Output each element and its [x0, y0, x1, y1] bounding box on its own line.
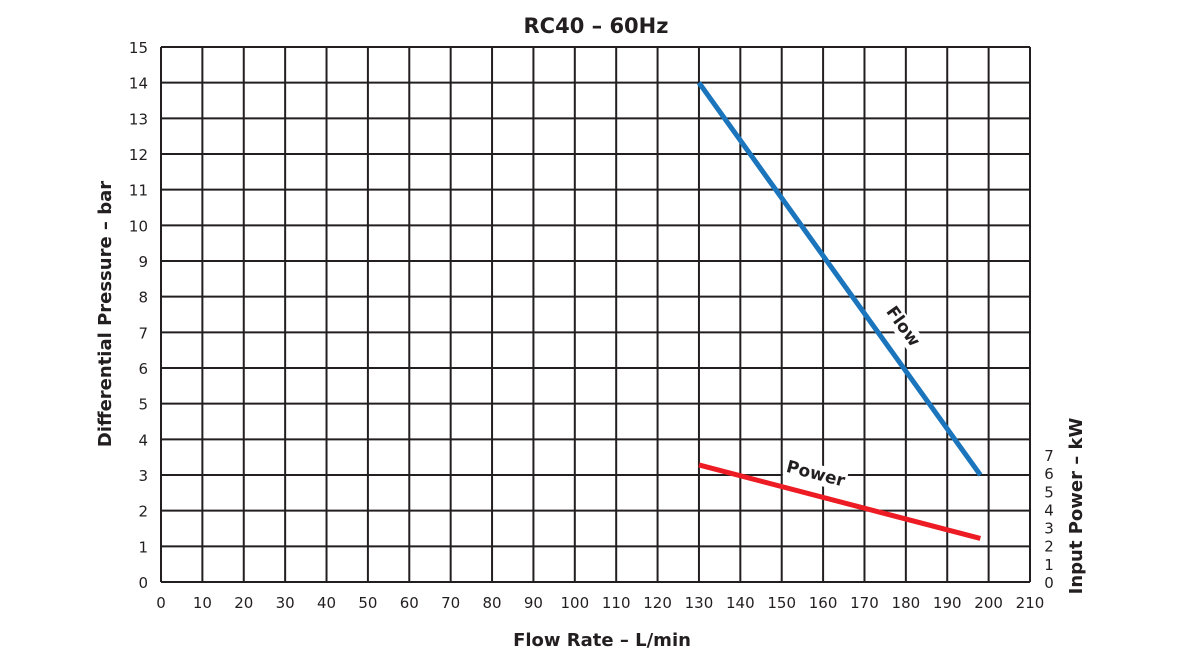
y-axis-label: Differential Pressure – bar: [95, 181, 116, 447]
y2-tick-label: 7: [1044, 447, 1054, 465]
x-tick-label: 110: [602, 594, 631, 612]
x-tick-label: 10: [193, 594, 212, 612]
x-axis-label: Flow Rate – L/min: [513, 630, 691, 651]
x-tick-label: 90: [524, 594, 543, 612]
y-tick-label: 5: [138, 396, 148, 414]
x-tick-label: 100: [560, 594, 589, 612]
y2-tick-label: 0: [1044, 574, 1054, 592]
chart-title: RC40 – 60Hz: [524, 14, 669, 38]
y2-axis-label: Input Power – kW: [1066, 418, 1087, 595]
x-tick-label: 60: [400, 594, 419, 612]
y2-tick-label: 3: [1044, 520, 1054, 538]
y-tick-label: 0: [138, 574, 148, 592]
x-tick-label: 130: [685, 594, 714, 612]
series-line-flow: [696, 81, 983, 477]
series-label-background: [782, 456, 849, 492]
y-tick-label: 14: [129, 75, 148, 93]
tick-labels: 0 10 20 30 40 50 60 70 80 90 100 110 120 130 140 150 160…: [129, 39, 1054, 612]
x-tick-label: 40: [317, 594, 336, 612]
y2-tick-label: 4: [1044, 501, 1054, 519]
y-tick-label: 10: [129, 217, 148, 235]
x-tick-label: 170: [850, 594, 879, 612]
x-tick-label: 200: [974, 594, 1003, 612]
y-tick-label: 4: [138, 431, 148, 449]
y2-tick-label: 6: [1044, 465, 1054, 483]
x-tick-label: 0: [156, 594, 166, 612]
x-tick-label: 180: [892, 594, 921, 612]
x-tick-label: 50: [358, 594, 377, 612]
x-tick-label: 30: [276, 594, 295, 612]
y-tick-label: 3: [138, 467, 148, 485]
y-tick-label: 11: [129, 182, 148, 200]
x-tick-label: 160: [809, 594, 838, 612]
y2-tick-label: 2: [1044, 538, 1054, 556]
y-tick-label: 8: [138, 289, 148, 307]
x-tick-label: 210: [1016, 594, 1045, 612]
y-tick-label: 9: [138, 253, 148, 271]
y-tick-label: 1: [138, 538, 148, 556]
y-tick-label: 12: [129, 146, 148, 164]
grid: [160, 46, 1031, 583]
series-label-power: Power: [784, 457, 847, 492]
y2-tick-label: 5: [1044, 483, 1054, 501]
y-tick-label: 15: [129, 39, 148, 57]
y-tick-label: 6: [138, 360, 148, 378]
x-tick-label: 150: [767, 594, 796, 612]
x-tick-label: 190: [933, 594, 962, 612]
y-tick-label: 13: [129, 110, 148, 128]
x-tick-label: 20: [234, 594, 253, 612]
series-label-background: [879, 299, 927, 354]
x-tick-label: 80: [483, 594, 502, 612]
x-tick-label: 70: [441, 594, 460, 612]
y-tick-label: 7: [138, 324, 148, 342]
x-tick-label: 120: [643, 594, 672, 612]
y-tick-label: 2: [138, 503, 148, 521]
x-tick-label: 140: [726, 594, 755, 612]
series-line-power: [698, 462, 981, 541]
y2-tick-label: 1: [1044, 556, 1054, 574]
